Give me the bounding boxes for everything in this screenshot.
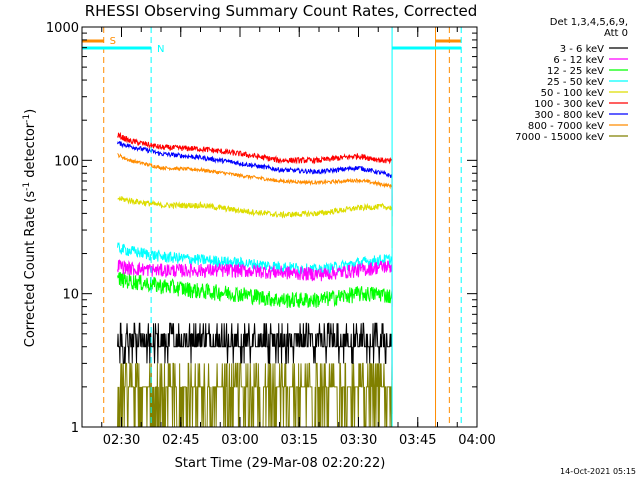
- y-tick-label: 1000: [46, 21, 79, 36]
- y-tick-label: 100: [54, 154, 79, 169]
- y-tick-label: 10: [62, 288, 79, 303]
- legend-label: 50 - 100 keV: [541, 88, 605, 99]
- x-tick-label: 03:45: [399, 433, 436, 448]
- legend-label: 800 - 7000 keV: [528, 121, 604, 132]
- x-tick-label: 03:30: [340, 433, 377, 448]
- legend-header: Att 0: [604, 28, 628, 39]
- legend-header: Det 1,3,4,5,6,9,: [550, 17, 628, 28]
- y-axis-label: Corrected Count Rate (s-1 detector-1): [22, 109, 38, 347]
- y-tick-label: 1: [71, 421, 79, 436]
- series-line-800-7000-kev: [117, 153, 393, 227]
- legend-label: 100 - 300 keV: [534, 99, 604, 110]
- legend-label: 25 - 50 keV: [547, 77, 604, 88]
- legend-label: 6 - 12 keV: [553, 55, 604, 66]
- series-line-100-300-kev: [117, 131, 393, 201]
- x-tick-label: 02:30: [103, 433, 140, 448]
- x-tick-label: 04:00: [458, 433, 495, 448]
- legend-label: 300 - 800 keV: [534, 110, 604, 121]
- series-line-7000-15000-kev: [117, 362, 393, 427]
- x-axis-label: Start Time (29-Mar-08 02:20:22): [175, 456, 386, 471]
- footer-date: 14-Oct-2021 05:15: [560, 467, 636, 476]
- night-label: N: [157, 44, 164, 55]
- legend-label: 12 - 25 keV: [547, 66, 604, 77]
- chart-title: RHESSI Observing Summary Count Rates, Co…: [85, 2, 478, 20]
- series-line-3-6-kev: [117, 322, 393, 381]
- series-line-6-12-kev: [117, 259, 393, 307]
- series-line-300-800-kev: [117, 140, 393, 217]
- x-tick-label: 02:45: [162, 433, 199, 448]
- series-line-12-25-kev: [117, 271, 393, 337]
- x-tick-label: 03:15: [281, 433, 318, 448]
- x-tick-label: 03:00: [221, 433, 258, 448]
- legend-label: 7000 - 15000 keV: [515, 132, 604, 143]
- series-line-50-100-kev: [117, 196, 393, 249]
- saa-label: S: [110, 36, 116, 47]
- legend-label: 3 - 6 keV: [560, 44, 604, 55]
